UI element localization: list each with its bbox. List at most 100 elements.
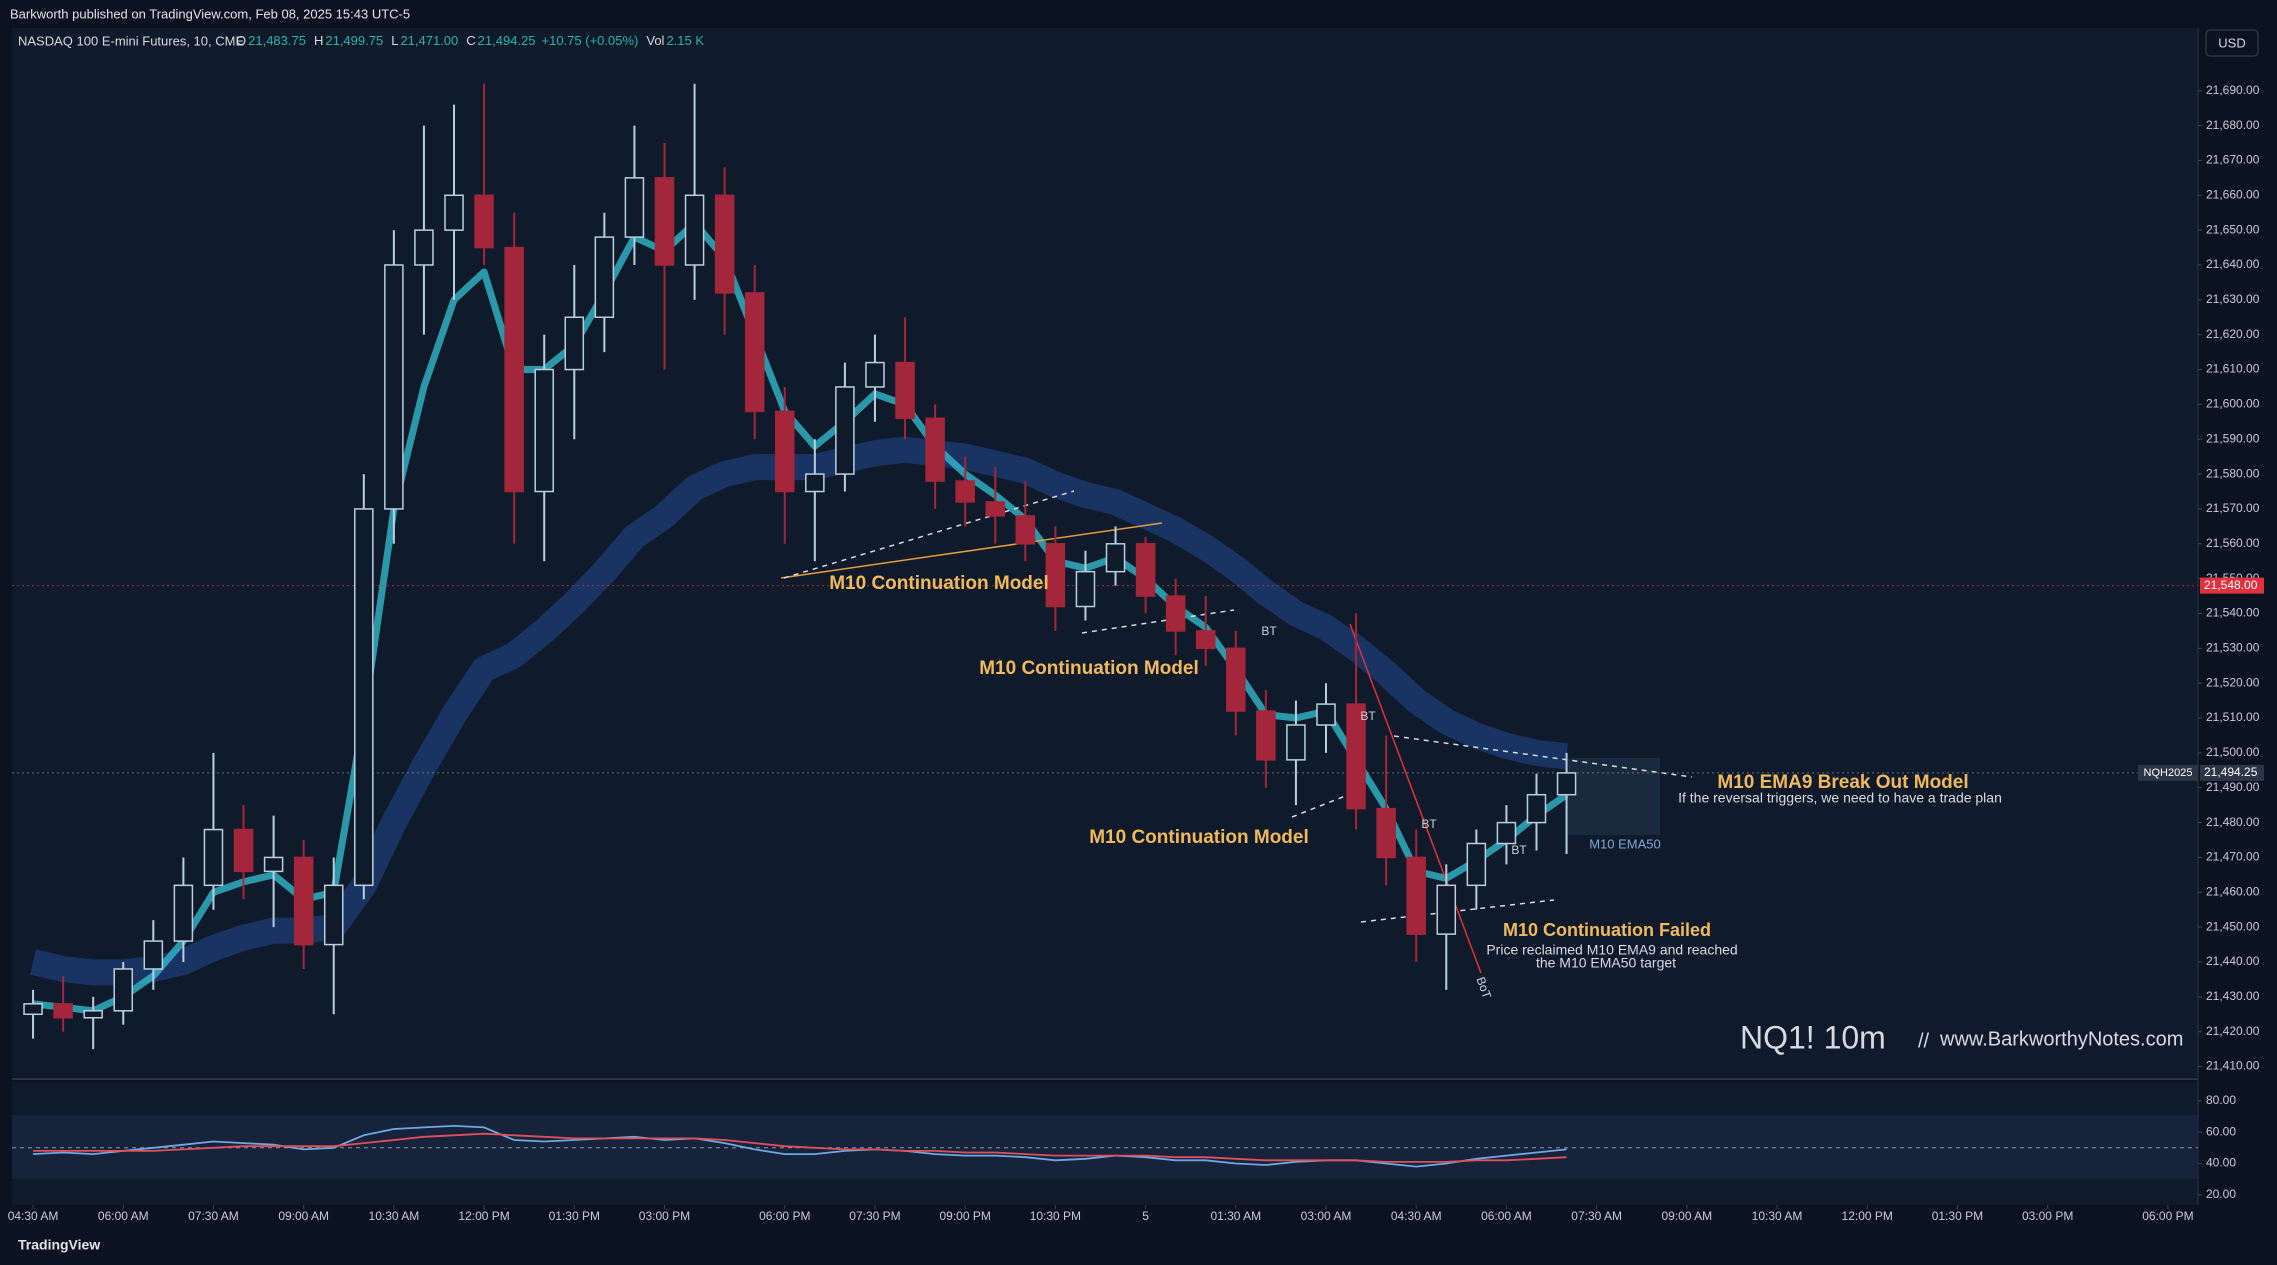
y-tick-label: 21,570.00 [2206,501,2260,515]
trend-line [1360,899,1555,923]
symbol-title: NASDAQ 100 E-mini Futures, 10, CME [18,33,244,48]
x-tick-label: 06:00 AM [98,1209,149,1223]
y-tick-label: 21,540.00 [2206,606,2260,620]
watermark-separator: // [1918,1030,1930,1052]
x-tick-label: 04:30 AM [1391,1209,1442,1223]
published-line: Barkworth published on TradingView.com, … [10,6,410,21]
candle-body [1135,543,1156,597]
ema-line [30,436,1569,986]
candle-body [414,229,434,266]
x-tick-label: 10:30 AM [369,1209,420,1223]
x-tick-label: 09:00 AM [1661,1209,1712,1223]
ema-line [32,219,1569,1015]
ohlc-key: L [391,33,398,48]
annotation: BT [1261,624,1277,638]
annotation: If the reversal triggers, we need to hav… [1678,790,2002,806]
x-tick-label: 01:30 PM [549,1209,600,1223]
y-tick-label: 21,500.00 [2206,745,2260,759]
volume-value: 2.15 K [666,33,704,48]
candle-body [263,856,284,873]
annotation: M10 Continuation Model [829,573,1049,594]
ohlc-header: O 21,483.75 H 21,499.75 L 21,471.00 C 21,494.25… [236,33,704,48]
annotation: M10 Continuation Failed [1503,920,1711,940]
watermark-site: www.BarkworthyNotes.com [1939,1028,2183,1050]
x-tick-label: 04:30 AM [8,1209,59,1223]
y-tick-label: 21,440.00 [2206,954,2260,968]
oscillator-band [12,1115,2198,1179]
candle-body [1105,543,1126,573]
candle-body [444,194,464,231]
y-tick-label: 21,450.00 [2206,919,2260,933]
candle-body [684,194,705,266]
x-tick-label: 03:00 PM [2022,1209,2073,1223]
symbol-tag: NQH2025 [2144,767,2193,779]
candle-body [895,361,915,420]
candle-body [805,473,825,493]
candle-body [594,236,615,319]
y-tick-label: 20.00 [2206,1187,2236,1201]
x-tick-label: 03:00 PM [639,1209,690,1223]
trend-line [1393,735,1693,778]
candle-body [143,940,164,970]
x-tick-label: 12:00 PM [458,1209,509,1223]
x-tick-label: 09:00 PM [939,1209,990,1223]
candle-body [955,480,975,503]
price-pane [12,28,2198,1077]
candle-body [925,417,945,482]
candle-body [83,1010,103,1019]
y-tick-label: 21,640.00 [2206,257,2260,271]
candle-body [354,508,374,887]
y-tick-label: 21,680.00 [2206,118,2260,132]
ohlc-key: H [314,33,323,48]
candle-body [985,501,1006,517]
candle-body [384,264,404,510]
x-tick-label: 06:00 PM [2142,1209,2193,1223]
y-tick-label: 21,580.00 [2206,466,2260,480]
y-tick-label: 80.00 [2206,1093,2236,1107]
candle-body [113,968,134,1012]
x-tick-label: 03:00 AM [1301,1209,1352,1223]
candle-body [23,1003,43,1016]
y-tick-label: 21,590.00 [2206,431,2260,445]
y-tick-label: 21,520.00 [2206,675,2260,689]
annotation: BT [1511,843,1527,857]
candle-body [1556,772,1577,796]
candle-body [564,316,585,371]
x-tick-label: 07:30 AM [1571,1209,1622,1223]
y-tick-label: 21,610.00 [2206,362,2260,376]
candle-body [1346,703,1366,810]
candle-body [1316,703,1336,726]
candle-body [1045,543,1066,608]
y-tick-label: 21,510.00 [2206,710,2260,724]
candle-body [53,1003,73,1019]
ohlc-value: 21,499.75 [325,33,383,48]
candle-body [1526,793,1547,824]
y-tick-label: 21,470.00 [2206,850,2260,864]
y-tick-label: 21,490.00 [2206,780,2260,794]
currency-box [2205,29,2259,57]
x-tick-label: 10:30 AM [1752,1209,1803,1223]
footer-brand: TradingView [18,1237,100,1253]
price-tag-box [2200,764,2264,781]
candle-body [1376,807,1396,859]
oscillator-line [33,1132,1567,1163]
y-tick-label: 21,660.00 [2206,187,2260,201]
x-tick-label: 07:30 AM [188,1209,239,1223]
trend-line [780,522,1163,579]
x-tick-label: 06:00 AM [1481,1209,1532,1223]
candle-body [744,292,765,413]
y-tick-label: 21,430.00 [2206,989,2260,1003]
y-tick-label: 40.00 [2206,1156,2236,1170]
symbol-tag-box [2138,764,2198,781]
candle-body [1286,724,1306,761]
breakout-zone [1568,758,1660,835]
y-tick-label: 21,650.00 [2206,222,2260,236]
candle-body [173,884,194,942]
x-tick-label: 01:30 PM [1932,1209,1983,1223]
x-tick-label: 07:30 PM [849,1209,900,1223]
y-tick-label: 21,620.00 [2206,327,2260,341]
annotation: M10 Continuation Model [979,658,1199,679]
annotation: Price reclaimed M10 EMA9 and reached [1486,942,1737,958]
